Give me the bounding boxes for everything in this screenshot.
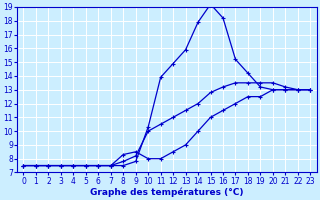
X-axis label: Graphe des températures (°C): Graphe des températures (°C) (90, 187, 244, 197)
